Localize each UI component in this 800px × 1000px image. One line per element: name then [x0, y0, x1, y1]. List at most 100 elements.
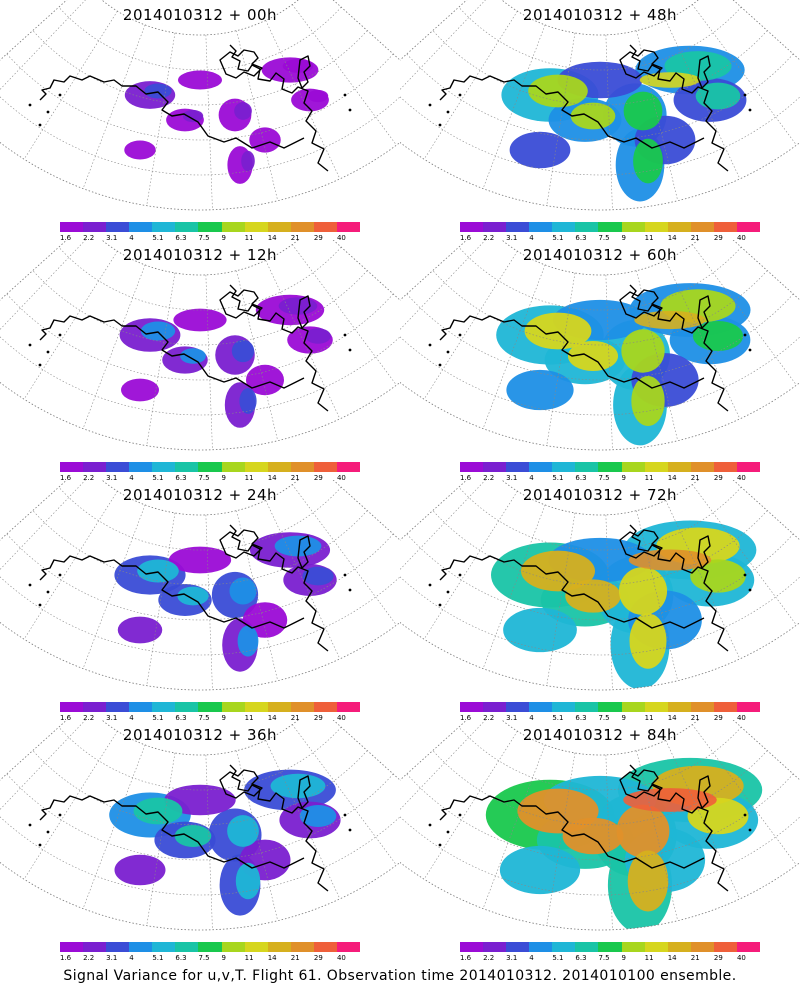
colorbar-tick-label: 14 — [267, 954, 277, 962]
colorbar-tick-label: 2.2 — [83, 234, 95, 242]
colorbar-tick-label: 40 — [736, 234, 746, 242]
colorbar-tick-label: 29 — [313, 954, 323, 962]
colorbar-tick-label: 4 — [129, 474, 134, 482]
colorbar-swatch — [244, 222, 268, 232]
colorbar-tick-label: 7.5 — [598, 474, 610, 482]
colorbar-ticks: 1.6 2.2 3.1 4 5.1 6.3 7.5 9 11 14 21 29 40 — [60, 954, 360, 964]
colorbar-ticks: 1.6 2.2 3.1 4 5.1 6.3 7.5 9 11 14 21 29 40 — [60, 474, 360, 484]
colorbar-swatch — [667, 702, 691, 712]
colorbar-swatch — [60, 702, 84, 712]
colorbar-tick-label: 2.2 — [483, 954, 495, 962]
colorbar-swatch — [506, 222, 530, 232]
colorbar-swatch — [506, 702, 530, 712]
colorbar-swatch — [83, 942, 107, 952]
colorbar-ticks: 1.6 2.2 3.1 4 5.1 6.3 7.5 9 11 14 21 29 40 — [60, 714, 360, 724]
colorbar-tick-label: 9 — [221, 234, 227, 242]
colorbar-swatch — [313, 462, 337, 472]
colorbar-swatch — [267, 462, 291, 472]
colorbar-swatch — [736, 462, 761, 472]
colorbar-tick-label: 11 — [244, 954, 254, 962]
colorbar-swatch — [667, 942, 691, 952]
colorbar-tick-label: 2.2 — [483, 474, 495, 482]
colorbar-tick-label: 14 — [267, 714, 277, 722]
colorbar-swatch — [575, 942, 599, 952]
colorbar-ticks: 1.6 2.2 3.1 4 5.1 6.3 7.5 9 11 14 21 29 40 — [460, 474, 760, 484]
colorbar-tick-label: 29 — [713, 714, 723, 722]
colorbar — [60, 942, 361, 954]
colorbar-tick-label: 1.6 — [60, 474, 72, 482]
colorbar-tick-label: 2.2 — [483, 234, 495, 242]
colorbar-tick-label: 21 — [690, 714, 700, 722]
map-panel: 2014010312 + 24h 1.6 2.2 3.1 4 5.1 6.3 7.5 9 11 14… — [0, 480, 400, 722]
colorbar-swatch — [690, 222, 714, 232]
colorbar-swatch — [221, 942, 245, 952]
colorbar — [60, 222, 361, 234]
colorbar-swatch — [529, 702, 553, 712]
colorbar-tick-label: 1.6 — [60, 234, 72, 242]
colorbar-swatch — [552, 462, 576, 472]
colorbar-swatch — [152, 942, 176, 952]
colorbar-tick-label: 9 — [621, 474, 627, 482]
colorbar-swatch — [336, 462, 361, 472]
panel-title: 2014010312 + 24h — [122, 486, 278, 504]
colorbar-tick-label: 3.1 — [106, 714, 118, 722]
colorbar-swatch — [598, 942, 622, 952]
colorbar-swatch — [621, 942, 645, 952]
colorbar-swatch — [506, 462, 530, 472]
colorbar-tick-label: 4 — [529, 714, 534, 722]
colorbar-swatch — [221, 462, 245, 472]
panel-grid: 2014010312 + 00h 1.6 2.2 3.1 4 5.1 6.3 7.5 9 11 14… — [0, 0, 800, 962]
colorbar-swatch — [267, 222, 291, 232]
colorbar-swatch — [736, 222, 761, 232]
colorbar-tick-label: 6.3 — [175, 714, 187, 722]
colorbar-tick-label: 3.1 — [106, 234, 118, 242]
coastline — [28, 284, 352, 412]
colorbar-swatch — [460, 702, 484, 712]
colorbar-swatch — [106, 702, 130, 712]
colorbar-tick-label: 9 — [221, 474, 227, 482]
colorbar-tick-label: 14 — [667, 954, 677, 962]
colorbar-swatch — [83, 462, 107, 472]
colorbar-tick-label: 5.1 — [152, 714, 164, 722]
coastline — [28, 44, 352, 172]
panel-title: 2014010312 + 12h — [122, 246, 278, 264]
colorbar — [60, 462, 361, 474]
colorbar-swatch — [506, 942, 530, 952]
colorbar-swatch — [313, 942, 337, 952]
colorbar-swatch — [644, 702, 668, 712]
colorbar-swatch — [106, 942, 130, 952]
map-panel: 2014010312 + 00h 1.6 2.2 3.1 4 5.1 6.3 7.5 9 11 14… — [0, 0, 400, 242]
colorbar-tick-label: 11 — [644, 234, 654, 242]
variance-map — [0, 480, 400, 691]
colorbar-tick-label: 2.2 — [83, 954, 95, 962]
colorbar — [460, 942, 761, 954]
colorbar-swatch — [336, 222, 361, 232]
colorbar-tick-label: 40 — [736, 474, 746, 482]
colorbar-swatch — [221, 222, 245, 232]
colorbar-tick-label: 6.3 — [575, 474, 587, 482]
colorbar-tick-label: 7.5 — [198, 954, 210, 962]
colorbar-tick-label: 11 — [644, 474, 654, 482]
colorbar-swatch — [60, 942, 84, 952]
colorbar-tick-label: 21 — [290, 954, 300, 962]
colorbar-swatch — [460, 942, 484, 952]
panel-title: 2014010312 + 00h — [122, 6, 278, 24]
variance-field — [109, 769, 341, 916]
colorbar-swatch — [129, 222, 153, 232]
variance-field — [114, 532, 337, 672]
colorbar — [460, 702, 761, 714]
colorbar-swatch — [598, 702, 622, 712]
colorbar-swatch — [290, 222, 314, 232]
colorbar-swatch — [736, 702, 761, 712]
colorbar-swatch — [552, 702, 576, 712]
map-panel: 2014010312 + 72h 1.6 2.2 3.1 4 5.1 6.3 7.5 9 11 14… — [400, 480, 800, 722]
colorbar-tick-label: 7.5 — [598, 234, 610, 242]
colorbar-tick-label: 3.1 — [506, 714, 518, 722]
colorbar-tick-label: 29 — [313, 714, 323, 722]
colorbar — [60, 702, 361, 714]
colorbar-swatch — [529, 942, 553, 952]
colorbar-tick-label: 29 — [313, 474, 323, 482]
colorbar-tick-label: 5.1 — [152, 954, 164, 962]
panel-title: 2014010312 + 72h — [522, 486, 678, 504]
graticule — [0, 480, 400, 690]
